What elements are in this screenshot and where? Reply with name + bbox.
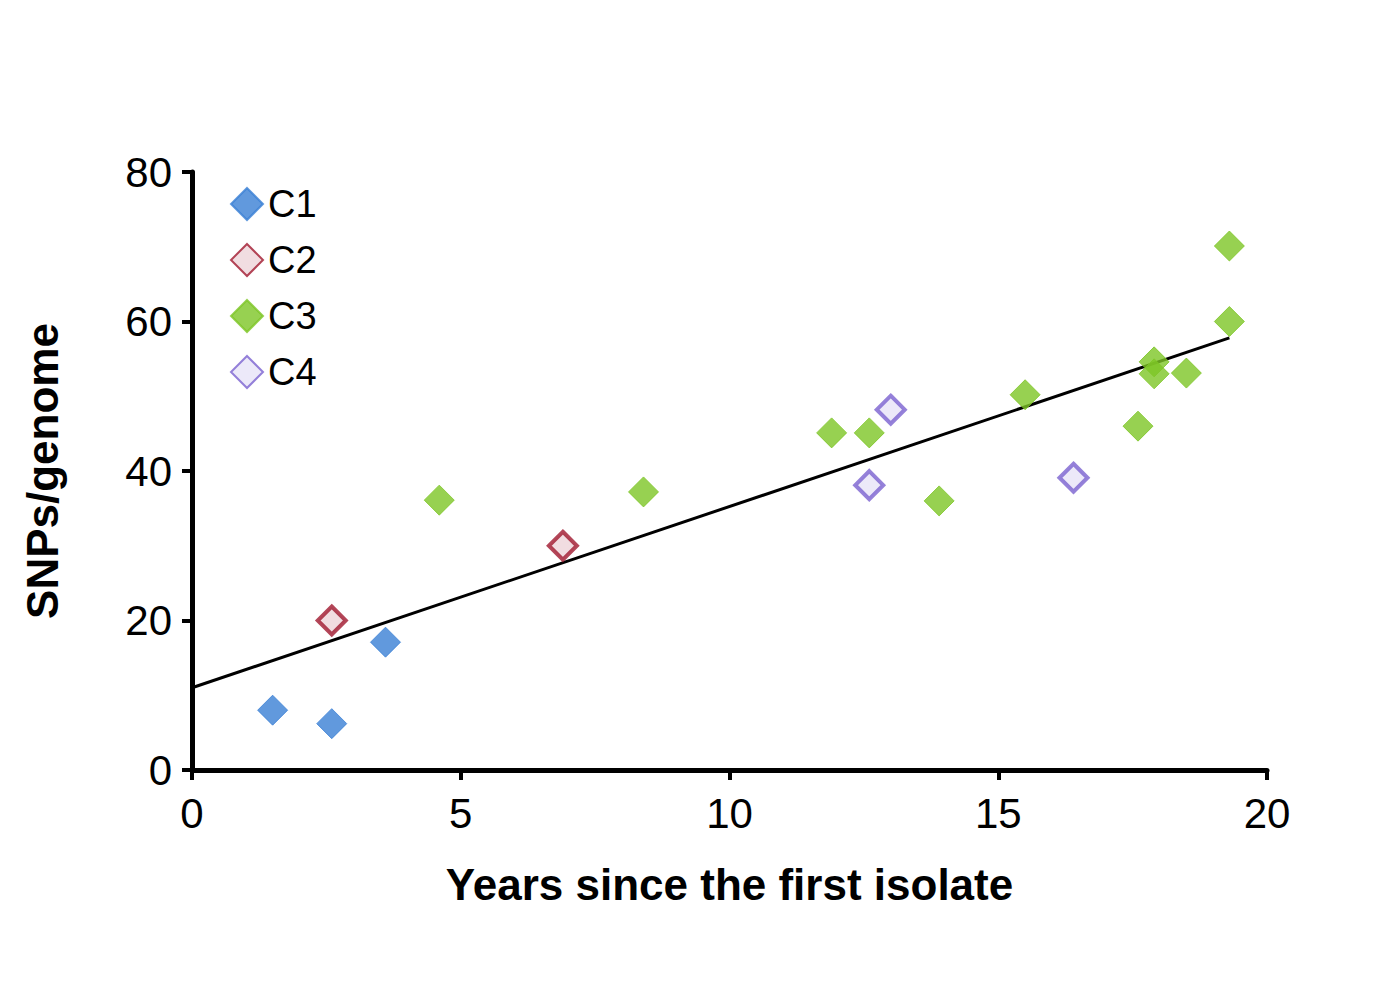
svg-text:80: 80 xyxy=(125,149,172,196)
svg-text:C2: C2 xyxy=(268,239,317,281)
svg-text:C1: C1 xyxy=(268,183,317,225)
svg-text:40: 40 xyxy=(125,448,172,495)
svg-text:20: 20 xyxy=(1244,790,1291,837)
svg-text:60: 60 xyxy=(125,298,172,345)
svg-text:15: 15 xyxy=(975,790,1022,837)
svg-text:0: 0 xyxy=(180,790,203,837)
svg-text:C3: C3 xyxy=(268,295,317,337)
svg-text:SNPs/genome: SNPs/genome xyxy=(18,323,67,619)
svg-text:Years since the first isolate: Years since the first isolate xyxy=(446,860,1013,909)
svg-text:10: 10 xyxy=(706,790,753,837)
svg-text:0: 0 xyxy=(149,747,172,794)
svg-text:C4: C4 xyxy=(268,351,317,393)
svg-text:20: 20 xyxy=(125,597,172,644)
svg-text:5: 5 xyxy=(449,790,472,837)
